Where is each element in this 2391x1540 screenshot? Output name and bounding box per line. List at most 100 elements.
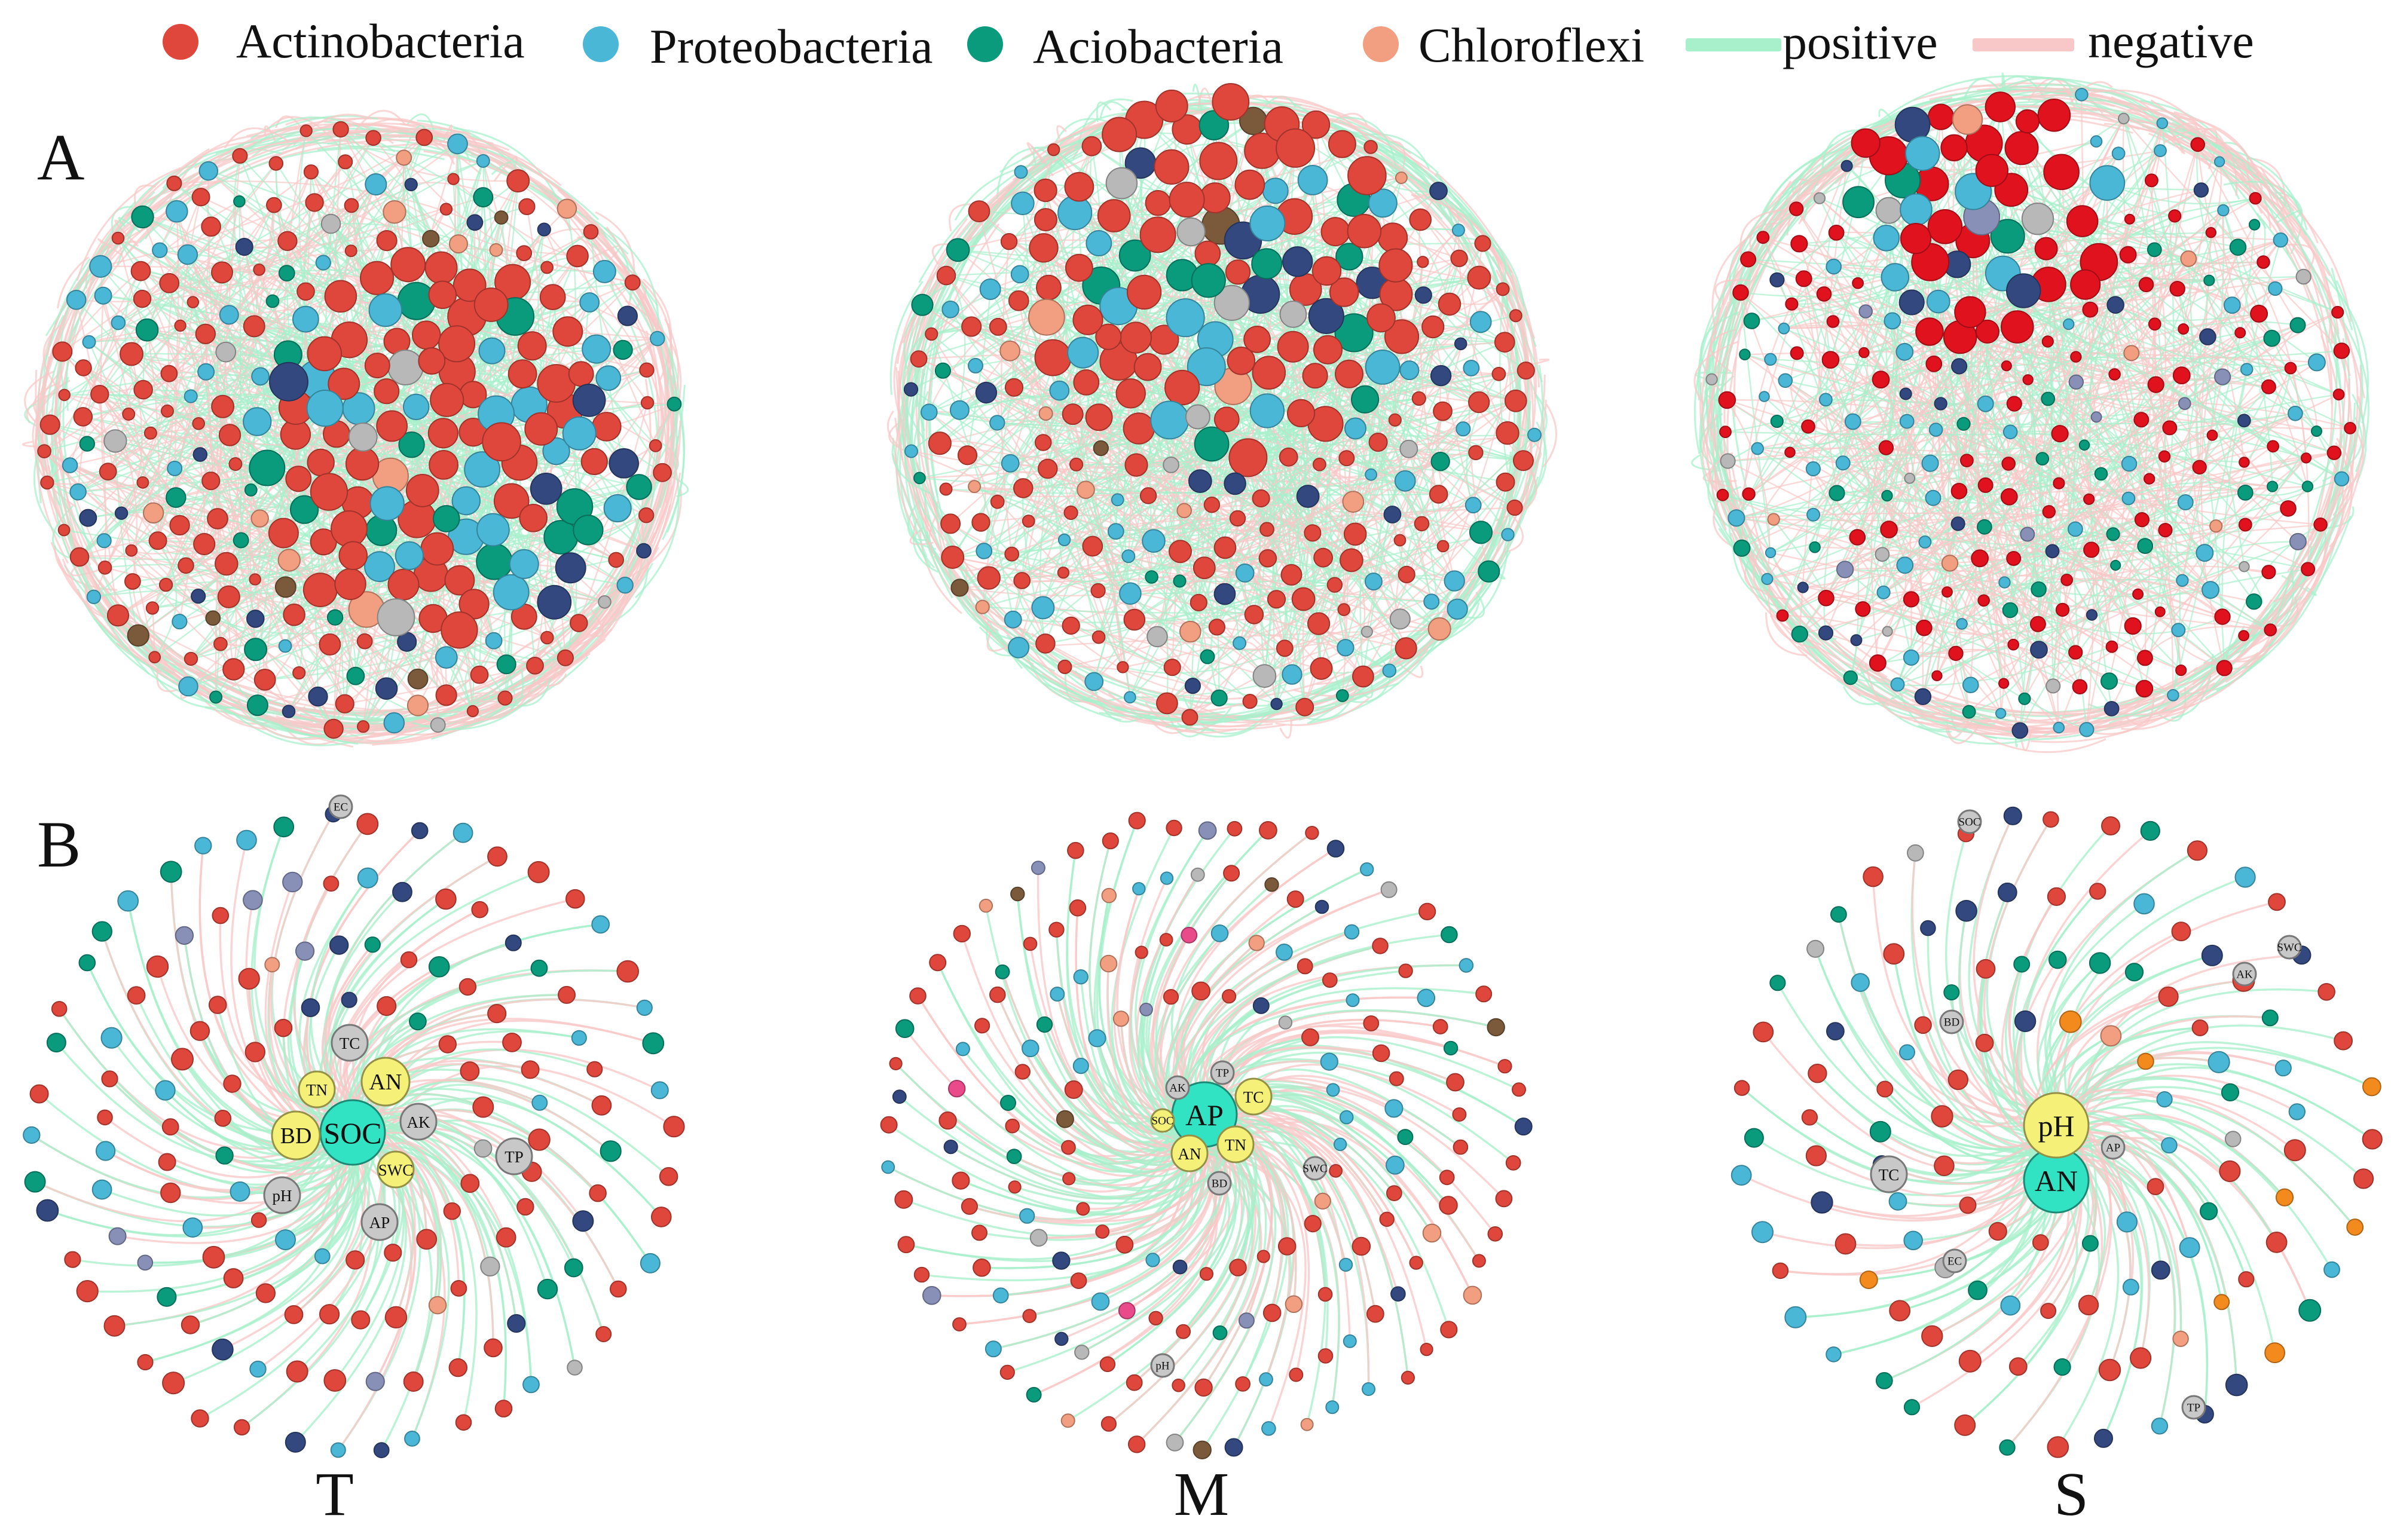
taxon-node bbox=[2167, 689, 2179, 702]
taxon-node bbox=[1302, 363, 1328, 389]
taxon-node bbox=[369, 486, 405, 521]
edge bbox=[2278, 192, 2352, 322]
taxon-node bbox=[1123, 412, 1155, 445]
taxon-node bbox=[324, 280, 357, 313]
taxon-node bbox=[1052, 1251, 1071, 1270]
taxon-node bbox=[2206, 429, 2218, 441]
edge bbox=[587, 609, 604, 638]
taxon-node bbox=[1280, 564, 1302, 586]
taxon-node bbox=[1193, 556, 1216, 580]
taxon-node bbox=[565, 889, 585, 909]
taxon-node bbox=[1264, 877, 1279, 892]
taxon-node bbox=[91, 921, 113, 942]
taxon-node bbox=[480, 1256, 500, 1277]
taxon-node bbox=[1111, 493, 1124, 507]
taxon-node bbox=[952, 1171, 970, 1190]
taxon-node bbox=[1057, 533, 1071, 547]
taxon-node bbox=[1791, 625, 1809, 643]
taxon-node bbox=[1852, 277, 1864, 289]
taxon-node bbox=[315, 255, 331, 271]
taxon-node bbox=[485, 632, 503, 650]
edge bbox=[1379, 401, 1531, 675]
taxon-node bbox=[1495, 1190, 1513, 1208]
hub-label: AP bbox=[369, 1214, 390, 1232]
taxon-node bbox=[1145, 190, 1172, 216]
edge bbox=[2221, 240, 2282, 617]
taxon-node bbox=[1097, 199, 1131, 232]
taxon-node bbox=[1004, 378, 1024, 397]
taxon-node bbox=[1307, 612, 1331, 635]
taxon-node bbox=[1496, 421, 1519, 445]
taxon-node bbox=[946, 238, 970, 262]
edge bbox=[2154, 144, 2199, 385]
taxon-node bbox=[177, 244, 198, 265]
taxon-node bbox=[943, 1140, 958, 1155]
edge bbox=[1929, 330, 2289, 510]
taxon-node bbox=[1194, 1378, 1213, 1397]
edge bbox=[121, 512, 230, 598]
taxon-node bbox=[133, 379, 153, 400]
edge bbox=[224, 127, 289, 149]
row-label-a: A bbox=[37, 121, 84, 194]
taxon-node bbox=[516, 245, 533, 262]
taxon-node bbox=[338, 154, 353, 170]
edge bbox=[378, 1142, 453, 1212]
taxon-node bbox=[1276, 639, 1294, 657]
taxon-node bbox=[2273, 232, 2289, 248]
edge bbox=[1905, 393, 1986, 486]
taxon-node bbox=[1194, 240, 1221, 267]
taxon-node bbox=[1317, 1348, 1334, 1364]
edge bbox=[2127, 255, 2174, 696]
edge bbox=[2096, 210, 2224, 418]
taxon-node bbox=[1368, 433, 1388, 452]
taxon-node bbox=[1185, 404, 1210, 430]
taxon-node bbox=[2214, 368, 2231, 385]
taxon-node bbox=[961, 316, 982, 337]
taxon-node bbox=[292, 666, 306, 680]
taxon-node bbox=[2094, 467, 2108, 481]
taxon-node bbox=[2203, 274, 2215, 286]
taxon-node bbox=[1342, 491, 1365, 513]
taxon-node bbox=[184, 389, 198, 403]
taxon-node bbox=[427, 418, 459, 449]
edge bbox=[1830, 359, 1926, 543]
taxon-node bbox=[1176, 503, 1192, 519]
taxon-node bbox=[215, 341, 237, 363]
taxon-node bbox=[1344, 924, 1360, 940]
taxon-node bbox=[2137, 538, 2154, 554]
edge bbox=[967, 289, 991, 455]
taxon-node bbox=[236, 829, 257, 851]
taxon-node bbox=[1262, 177, 1289, 204]
taxon-node bbox=[383, 200, 406, 224]
edge bbox=[982, 1142, 1211, 1269]
taxon-node bbox=[383, 712, 405, 734]
edge bbox=[42, 324, 62, 390]
taxon-node bbox=[1720, 453, 1736, 469]
taxon-node bbox=[1977, 477, 1993, 493]
taxon-node bbox=[537, 1278, 558, 1300]
taxon-node bbox=[1433, 401, 1453, 421]
hub-node-ph: pH bbox=[263, 1176, 301, 1214]
edge bbox=[1691, 454, 1711, 471]
taxon-node bbox=[616, 960, 639, 983]
taxon-node bbox=[489, 243, 503, 257]
legend-swatch-aciobacteria bbox=[967, 26, 1003, 62]
taxon-node bbox=[1262, 1303, 1282, 1322]
taxon-node bbox=[1193, 1440, 1212, 1460]
taxon-node bbox=[1977, 594, 1990, 607]
edge bbox=[1392, 514, 1455, 582]
edge bbox=[926, 531, 1056, 672]
edge bbox=[1075, 163, 1142, 465]
taxon-node bbox=[376, 410, 408, 442]
taxon-node bbox=[1176, 217, 1206, 247]
taxon-node bbox=[1514, 1118, 1533, 1136]
taxon-node bbox=[277, 231, 298, 251]
taxon-node bbox=[1062, 403, 1084, 425]
taxon-node bbox=[961, 1198, 979, 1215]
taxon-node bbox=[1372, 1044, 1390, 1063]
taxon-node bbox=[1858, 347, 1870, 359]
taxon-node bbox=[1100, 1416, 1117, 1432]
taxon-node bbox=[1390, 1286, 1406, 1302]
taxon-node bbox=[1238, 1312, 1255, 1329]
taxon-node bbox=[160, 365, 178, 382]
